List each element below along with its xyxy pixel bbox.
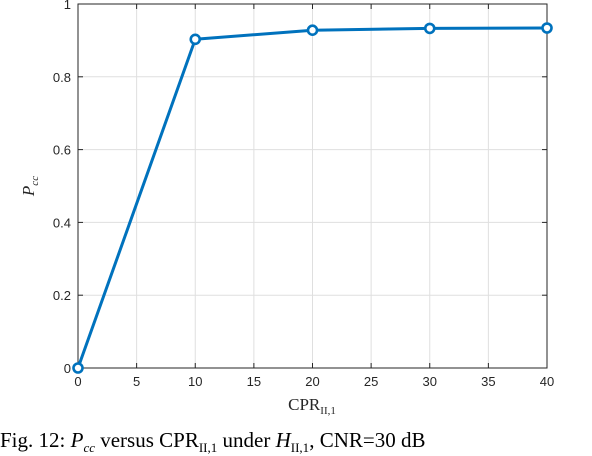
caption-cnr: , CNR=30 dB (309, 428, 426, 452)
x-axis-label: CPRII,1 (288, 395, 336, 417)
data-point (72, 362, 84, 374)
data-series (72, 22, 553, 374)
y-tick-label: 0.8 (53, 70, 71, 85)
caption-p: P (70, 428, 84, 452)
caption-p-sub: cc (83, 440, 95, 456)
x-tick-labels: 0 5 10 15 20 25 30 35 40 (74, 374, 554, 389)
x-tick-label: 35 (481, 374, 495, 389)
x-tick-label: 30 (423, 374, 437, 389)
data-point (423, 22, 436, 35)
x-tick-label: 25 (364, 374, 378, 389)
x-tick-label: 15 (247, 374, 261, 389)
data-point (306, 24, 319, 37)
y-tick-labels: 0 0.2 0.4 0.6 0.8 1 (53, 0, 71, 376)
y-tick-label: 0.6 (53, 143, 71, 158)
y-tick-label: 1 (64, 0, 71, 12)
x-tick-label: 40 (540, 374, 554, 389)
x-axis-label-sub: II,1 (320, 405, 336, 417)
caption-under: under (222, 428, 271, 452)
data-point (189, 33, 202, 46)
caption-versus: versus CPR (100, 428, 199, 452)
caption-h-sub: II,1 (290, 440, 310, 456)
y-tick-label: 0.2 (53, 288, 71, 303)
x-tick-label: 0 (74, 374, 81, 389)
figure-caption: Fig. 12: Pcc versus CPRII,1 under HII,1,… (0, 428, 592, 456)
x-axis-label-main: CPR (288, 395, 321, 414)
x-tick-label: 10 (188, 374, 202, 389)
caption-h: H (275, 428, 291, 452)
y-axis-label-main: P (19, 186, 38, 197)
y-tick-label: 0.4 (53, 215, 71, 230)
chart: 0 5 10 15 20 25 30 35 40 00.20.40.60.81 CPRII,1 … (19, 0, 554, 417)
x-tick-label: 5 (133, 374, 140, 389)
caption-fig-number: Fig. 12: (0, 428, 66, 452)
data-point (541, 22, 553, 34)
y-axis-label-sub: cc (29, 176, 41, 186)
caption-cpr-sub: II,1 (198, 440, 218, 456)
y-axis-label: Pcc (19, 176, 41, 197)
x-tick-label: 20 (305, 374, 319, 389)
y-tick-label: 0 (64, 361, 71, 376)
